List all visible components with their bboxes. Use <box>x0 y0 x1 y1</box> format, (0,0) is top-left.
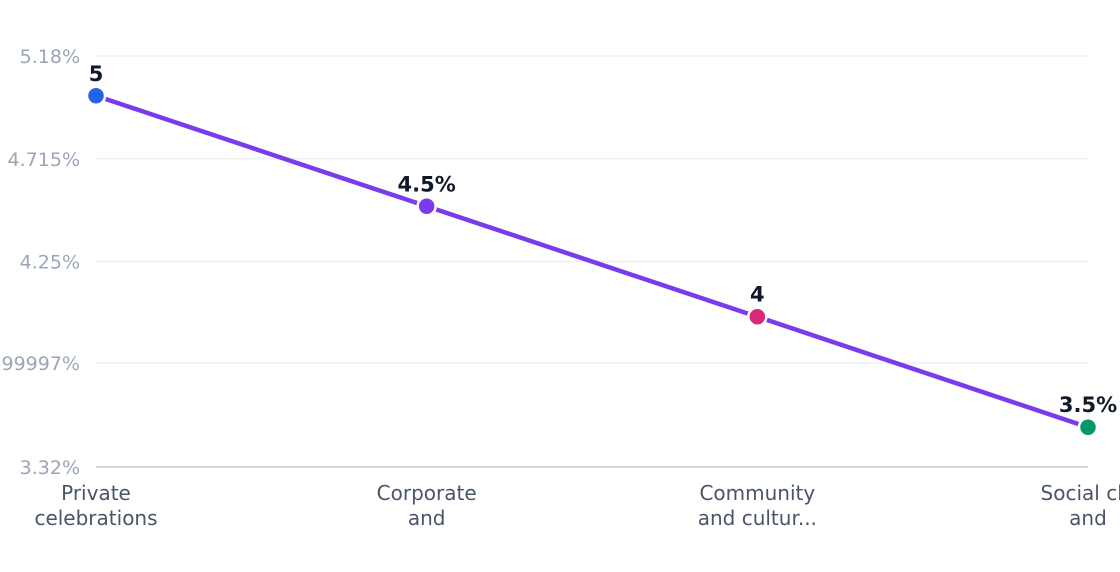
x-tick-label: Private celebrations <box>34 481 157 530</box>
data-label: 4.5% <box>398 172 456 196</box>
x-axis-ticks: Private celebrations Corporate and Community… <box>34 481 1120 530</box>
series <box>85 85 1099 438</box>
data-labels: 5 4.5% 4 3.5% <box>89 62 1117 417</box>
series-line <box>93 93 1091 430</box>
data-point[interactable] <box>416 196 437 217</box>
data-point[interactable] <box>747 306 768 327</box>
y-tick-label: 4.25% <box>20 252 80 274</box>
x-tick-label: Corporate and <box>377 481 477 530</box>
data-label: 4 <box>750 283 765 307</box>
y-tick-label: 3.7899997% <box>0 353 80 375</box>
data-point[interactable] <box>1077 416 1099 438</box>
x-tick-label: Community and cultur... <box>698 481 817 530</box>
data-label: 3.5% <box>1059 393 1117 417</box>
y-tick-label: 5.18% <box>20 46 80 68</box>
x-tick-label: Social cluand <box>1041 481 1120 530</box>
data-point[interactable] <box>85 85 107 107</box>
y-tick-label: 4.715% <box>8 149 80 171</box>
data-label: 5 <box>89 62 104 86</box>
y-axis-ticks: 5.18% 4.715% 4.25% 3.7899997% 3.32% <box>0 46 80 479</box>
y-tick-label: 3.32% <box>20 457 80 479</box>
gridlines <box>96 55 1088 364</box>
